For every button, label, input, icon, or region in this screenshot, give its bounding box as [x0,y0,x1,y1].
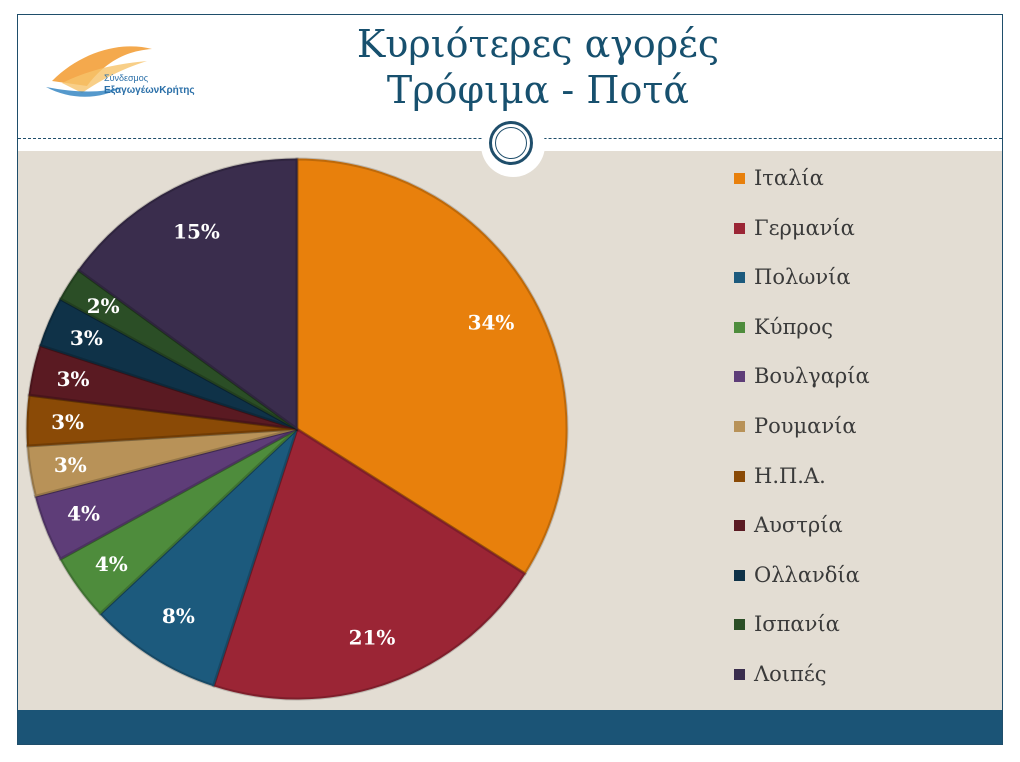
pie-slice-edge-11 [76,157,299,432]
legend-label: Αυστρία [754,513,843,538]
data-label-3: 8% [162,604,195,628]
data-label-2: 21% [349,625,396,649]
legend-swatch [734,619,745,631]
legend-label: Ισπανία [754,612,840,637]
legend-label: Κύπρος [754,314,834,339]
pie-slice-edge-2 [211,426,528,701]
legend-swatch [734,173,745,184]
pie-slice-edge-3 [98,427,299,688]
title-line-1: Κυριότερες αγορές [356,22,720,66]
legend-label: Η.Π.Α. [754,463,826,488]
logo-line-1: Σύνδεσμος [104,73,149,83]
legend-swatch [734,669,745,680]
data-label-7: 3% [51,410,84,434]
legend-swatch [734,272,745,284]
legend-swatch [734,470,745,482]
chart-area: 34% 21% 8% 4% 4% 3% 3% 3% 3% 2% 15% Ιταλία Γερμανία… [18,151,1002,710]
data-label-9: 3% [70,326,103,350]
logo: Σύνδεσμος ΕξαγωγέωνΚρήτης [46,46,195,97]
data-label-11: 15% [173,220,220,244]
data-label-10: 2% [87,294,120,318]
legend-swatch [734,371,745,383]
data-label-4: 4% [95,552,128,576]
pie-slice-11 [77,158,298,430]
pie-slice-3 [99,428,298,687]
header-ring-ornament [481,113,545,177]
data-label-8: 3% [57,367,90,391]
slide: Σύνδεσμος ΕξαγωγέωνΚρήτης Κυριότερες αγο… [17,14,1003,745]
logo-line-2: ΕξαγωγέωνΚρήτης [104,85,195,96]
legend-label: Βουλγαρία [754,364,870,389]
legend-label: Γερμανία [754,215,855,240]
pie-slice-2 [212,428,526,700]
legend-swatch [734,520,745,532]
legend-swatch [734,569,745,581]
data-label-1: 34% [468,310,515,334]
data-label-6: 3% [54,453,87,477]
title-line-2: Τρόφιμα - Ποτά [386,68,690,112]
pie-chart: 34% 21% 8% 4% 4% 3% 3% 3% 3% 2% 15% [25,157,569,701]
legend-label: Ρουμανία [754,414,857,438]
legend-label: Λοιπές [754,662,827,686]
legend-swatch [734,321,745,333]
pie-slice-edge-1 [295,157,569,576]
legend-swatch [734,421,745,432]
legend-label: Ιταλία [754,166,824,190]
legend-label: Ολλανδία [754,562,860,587]
data-label-5: 4% [67,501,100,525]
legend-swatch [734,222,745,234]
legend-label: Πολωνία [754,265,851,290]
pie-slice-1 [296,158,568,575]
footer-bar [18,710,1002,744]
